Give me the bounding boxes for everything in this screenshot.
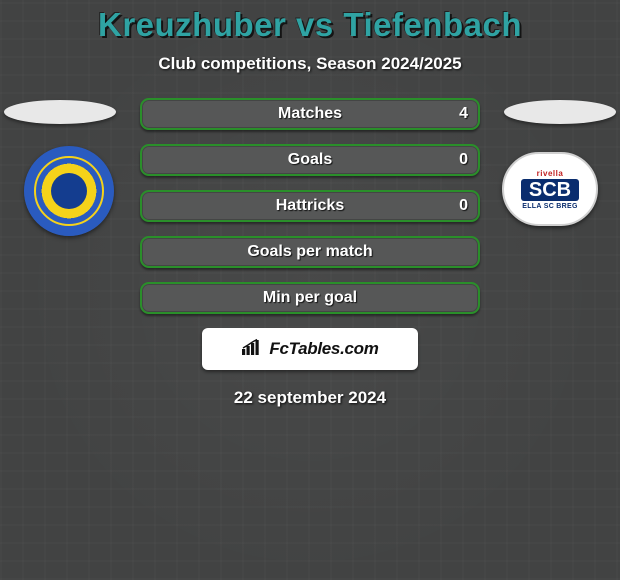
comparison-card: Kreuzhuber vs Tiefenbach Club competitio… [0, 0, 620, 408]
bar-chart-icon [241, 338, 263, 361]
stat-row-min-per-goal: Min per goal [140, 282, 480, 314]
stat-row-goals-per-match: Goals per match [140, 236, 480, 268]
stat-label: Goals [288, 151, 332, 169]
player-right-avatar-placeholder [504, 100, 616, 124]
club-right-badge: rivella SCB ELLA SC BREG [502, 152, 598, 226]
stat-label: Hattricks [276, 197, 344, 215]
stat-right-value: 0 [459, 197, 468, 215]
stats-block: rivella SCB ELLA SC BREG Matches 4 Goals… [0, 98, 620, 408]
stat-row-matches: Matches 4 [140, 98, 480, 130]
club-left-emblem [51, 173, 87, 209]
club-right-top-text: rivella [537, 169, 564, 178]
stat-label: Matches [278, 105, 342, 123]
club-right-mid-text: SCB [521, 179, 579, 201]
stat-row-goals: Goals 0 [140, 144, 480, 176]
brand-box[interactable]: FcTables.com [202, 328, 418, 370]
club-left-badge [24, 146, 114, 236]
stat-rows: Matches 4 Goals 0 Hattricks 0 Goals per … [140, 98, 480, 314]
brand-text: FcTables.com [269, 339, 378, 359]
stat-label: Min per goal [263, 289, 357, 307]
date-line: 22 september 2024 [0, 388, 620, 408]
page-subtitle: Club competitions, Season 2024/2025 [0, 54, 620, 74]
stat-row-hattricks: Hattricks 0 [140, 190, 480, 222]
stat-right-value: 4 [459, 105, 468, 123]
page-title: Kreuzhuber vs Tiefenbach [0, 6, 620, 44]
player-left-avatar-placeholder [4, 100, 116, 124]
stat-right-value: 0 [459, 151, 468, 169]
stat-label: Goals per match [247, 243, 372, 261]
club-right-bottom-text: ELLA SC BREG [522, 203, 577, 210]
